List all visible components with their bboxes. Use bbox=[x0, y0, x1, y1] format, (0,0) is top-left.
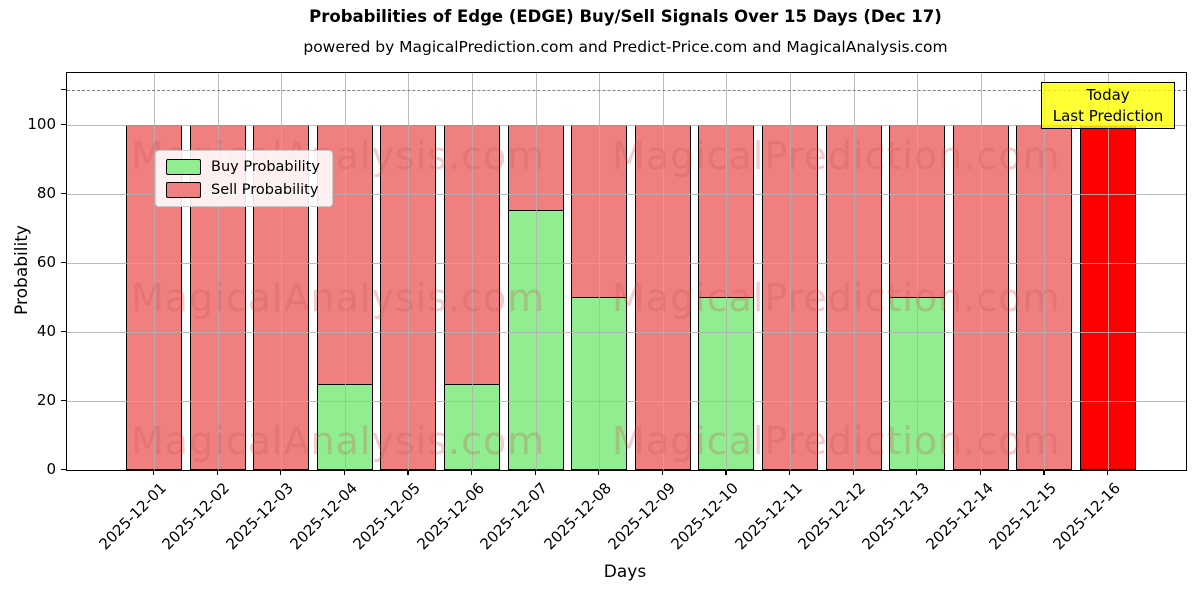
legend-swatch-icon bbox=[166, 159, 201, 175]
y-gridline bbox=[67, 262, 1186, 264]
y-tick-label: 20 bbox=[36, 390, 56, 409]
chart-subtitle: powered by MagicalPrediction.com and Pre… bbox=[303, 38, 948, 56]
legend-label: Buy Probability bbox=[211, 159, 320, 175]
legend-item: Sell Probability bbox=[166, 182, 320, 198]
x-tick bbox=[407, 470, 409, 475]
x-gridline bbox=[344, 73, 346, 470]
x-tick-label: 2025-12-10 bbox=[667, 479, 743, 554]
x-tick-label: 2025-12-05 bbox=[349, 479, 425, 554]
x-tick-label: 2025-12-09 bbox=[604, 479, 679, 554]
today-annotation-line2: Last Prediction bbox=[1052, 107, 1164, 125]
y-gridline bbox=[67, 331, 1186, 333]
legend-label: Sell Probability bbox=[211, 182, 319, 198]
y-tick bbox=[61, 399, 66, 402]
x-tick-label: 2025-12-02 bbox=[158, 479, 234, 554]
chart-title: Probabilities of Edge (EDGE) Buy/Sell Si… bbox=[309, 7, 942, 26]
legend-item: Buy Probability bbox=[166, 159, 320, 175]
y-tick bbox=[61, 330, 66, 333]
x-tick bbox=[216, 470, 218, 475]
x-gridline bbox=[1044, 73, 1046, 470]
y-tick-label: 60 bbox=[36, 252, 56, 271]
x-axis-label: Days bbox=[603, 562, 647, 582]
legend-swatch-icon bbox=[166, 182, 201, 198]
x-tick-label: 2025-12-13 bbox=[858, 479, 933, 554]
today-annotation: Today Last Prediction bbox=[1041, 82, 1175, 129]
y-tick-label: 80 bbox=[36, 183, 56, 202]
x-tick bbox=[852, 470, 854, 475]
plot-area: Buy Probability Sell Probability Today La… bbox=[66, 72, 1187, 471]
x-tick bbox=[471, 470, 473, 475]
y-tick bbox=[61, 123, 66, 125]
y-tick bbox=[61, 261, 66, 264]
y-tick-label: 0 bbox=[46, 460, 56, 478]
y-gridline bbox=[67, 193, 1186, 195]
x-gridline bbox=[281, 73, 283, 470]
x-tick-label: 2025-12-07 bbox=[476, 479, 552, 554]
y-tick bbox=[61, 469, 66, 471]
x-tick bbox=[661, 470, 663, 475]
x-tick-label: 2025-12-04 bbox=[286, 479, 361, 554]
legend: Buy Probability Sell Probability bbox=[155, 150, 333, 207]
y-gridline bbox=[67, 124, 1186, 126]
x-tick-label: 2025-12-12 bbox=[794, 479, 870, 554]
x-tick bbox=[153, 470, 155, 475]
y-tick bbox=[61, 192, 66, 194]
x-tick-label: 2025-12-06 bbox=[413, 479, 488, 554]
x-tick-label: 2025-12-16 bbox=[1049, 479, 1124, 554]
x-tick-label: 2025-12-15 bbox=[985, 479, 1061, 554]
x-gridline bbox=[853, 73, 855, 470]
x-gridline bbox=[472, 73, 473, 470]
x-gridline bbox=[1108, 73, 1109, 470]
x-tick bbox=[789, 470, 791, 475]
x-gridline bbox=[535, 73, 537, 470]
x-gridline bbox=[726, 73, 728, 470]
threshold-dashed-line bbox=[67, 90, 1186, 92]
y-tick-label: 100 bbox=[27, 114, 56, 133]
x-tick-label: 2025-12-03 bbox=[222, 479, 297, 554]
watermark-text: MagicalPrediction.com bbox=[612, 419, 1061, 463]
x-gridline bbox=[217, 73, 219, 470]
x-tick-label: 2025-12-08 bbox=[540, 479, 615, 554]
x-gridline bbox=[599, 73, 601, 470]
x-tick bbox=[343, 470, 345, 475]
today-annotation-line1: Today bbox=[1086, 86, 1130, 104]
watermark-text: MagicalAnalysis.com bbox=[131, 276, 546, 320]
y-gridline bbox=[67, 400, 1186, 402]
x-tick bbox=[280, 470, 282, 475]
x-gridline bbox=[917, 73, 919, 470]
x-gridline bbox=[790, 73, 791, 470]
x-gridline bbox=[408, 73, 410, 470]
x-tick-label: 2025-12-14 bbox=[922, 479, 997, 554]
x-tick bbox=[979, 470, 981, 475]
x-tick bbox=[1043, 470, 1045, 475]
watermark-text: MagicalAnalysis.com bbox=[131, 419, 546, 463]
x-gridline bbox=[980, 73, 982, 470]
x-tick bbox=[1107, 470, 1109, 475]
x-tick bbox=[534, 470, 536, 475]
x-tick-label: 2025-12-11 bbox=[731, 479, 806, 554]
x-gridline bbox=[662, 73, 664, 470]
x-tick-label: 2025-12-01 bbox=[95, 479, 170, 554]
watermark-text: MagicalPrediction.com bbox=[612, 134, 1061, 178]
x-tick bbox=[916, 470, 918, 475]
y-tick-label: 40 bbox=[36, 321, 56, 340]
x-gridline bbox=[154, 73, 155, 470]
x-tick bbox=[725, 470, 727, 475]
y-tick bbox=[61, 89, 66, 91]
watermark-text: MagicalPrediction.com bbox=[612, 276, 1061, 320]
x-tick bbox=[598, 470, 600, 475]
